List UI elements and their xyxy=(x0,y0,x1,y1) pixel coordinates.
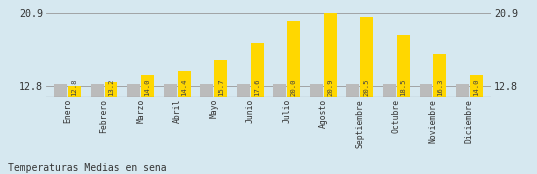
Text: 13.2: 13.2 xyxy=(108,79,114,96)
Bar xyxy=(287,21,300,97)
Text: 18.5: 18.5 xyxy=(400,79,407,96)
Bar xyxy=(324,13,337,97)
Text: 20.9: 20.9 xyxy=(327,79,333,96)
Bar xyxy=(397,35,410,97)
Text: 20.5: 20.5 xyxy=(364,79,370,96)
Text: 16.3: 16.3 xyxy=(437,79,443,96)
Bar xyxy=(141,75,154,97)
Bar xyxy=(54,84,67,97)
Bar xyxy=(237,84,250,97)
Bar xyxy=(273,84,286,97)
Text: 12.8: 12.8 xyxy=(71,79,77,96)
Text: 17.6: 17.6 xyxy=(254,79,260,96)
Bar xyxy=(310,84,323,97)
Text: 14.4: 14.4 xyxy=(181,79,187,96)
Bar xyxy=(470,75,483,97)
Bar xyxy=(419,84,432,97)
Bar xyxy=(127,84,140,97)
Text: Temperaturas Medias en sena: Temperaturas Medias en sena xyxy=(8,163,166,173)
Bar xyxy=(91,84,104,97)
Bar xyxy=(360,17,373,97)
Bar xyxy=(68,86,81,97)
Text: 14.0: 14.0 xyxy=(144,79,150,96)
Bar xyxy=(105,82,118,97)
Bar xyxy=(346,84,359,97)
Text: 15.7: 15.7 xyxy=(217,79,223,96)
Text: 14.0: 14.0 xyxy=(474,79,480,96)
Bar xyxy=(164,84,177,97)
Bar xyxy=(433,54,446,97)
Bar xyxy=(383,84,396,97)
Text: 20.0: 20.0 xyxy=(291,79,297,96)
Bar xyxy=(456,84,469,97)
Bar xyxy=(214,60,227,97)
Bar xyxy=(178,72,191,97)
Bar xyxy=(251,43,264,97)
Bar xyxy=(200,84,213,97)
